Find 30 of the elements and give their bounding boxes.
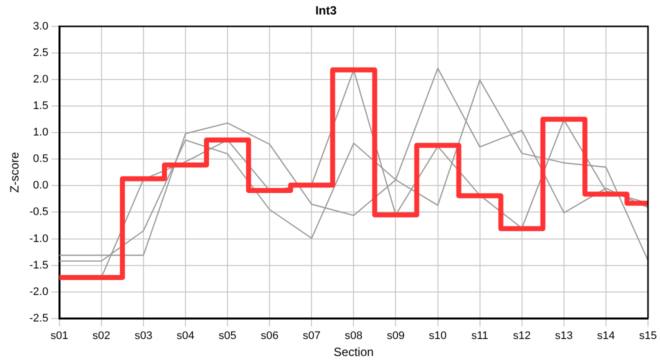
- x-tick-label: s05: [218, 330, 236, 342]
- y-tick-label: -1.5: [29, 259, 48, 272]
- x-tick-label: s01: [50, 330, 68, 342]
- y-tick-label: -1.0: [29, 232, 48, 245]
- x-axis-title: Section: [334, 345, 374, 360]
- x-tick-label: s10: [428, 330, 447, 342]
- x-tick-label: s11: [471, 330, 488, 342]
- chart-title: Int3: [315, 4, 337, 18]
- y-tick-label: 0.0: [33, 180, 48, 192]
- y-tick-label: 1.0: [33, 126, 48, 139]
- y-tick-label: -2.0: [29, 286, 48, 298]
- x-tick-label: s06: [260, 330, 278, 342]
- x-tick-label: s14: [597, 330, 615, 342]
- x-tick-label: s12: [512, 330, 531, 342]
- y-tick-label: 2.0: [33, 74, 48, 86]
- y-axis-title: Z-score: [8, 152, 22, 193]
- x-tick-label: s07: [302, 330, 321, 342]
- x-tick-label: s02: [92, 330, 110, 342]
- x-tick-label: s15: [639, 330, 657, 342]
- x-tick-label: s13: [555, 330, 573, 342]
- y-tick-label: 1.5: [33, 100, 48, 112]
- y-tick-label: -2.5: [29, 312, 48, 324]
- x-tick-label: s09: [386, 330, 405, 342]
- x-tick-label: s04: [176, 330, 194, 342]
- x-tick-label: s03: [134, 330, 152, 342]
- y-tick-label: 0.5: [33, 153, 48, 166]
- y-tick-label: 2.5: [33, 46, 48, 59]
- y-tick-label: 3.0: [33, 20, 48, 32]
- x-tick-label: s08: [344, 330, 363, 342]
- y-tick-label: -0.5: [29, 206, 48, 218]
